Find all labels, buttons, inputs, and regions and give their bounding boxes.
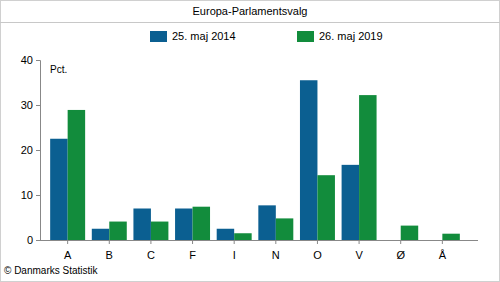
y-tick: 10 (21, 189, 40, 201)
legend-swatch (297, 31, 314, 42)
y-tick-label: 30 (21, 99, 33, 111)
y-tick-label: 0 (27, 234, 33, 246)
bar (276, 218, 293, 240)
y-tick-mark (36, 150, 40, 151)
title: Europa-Parlamentsvalg (193, 5, 308, 17)
legend-label: 25. maj 2014 (172, 30, 236, 42)
y-tick-mark (36, 60, 40, 61)
y-tick: 40 (21, 54, 40, 66)
x-tick: I (233, 240, 236, 261)
legend-label: 26. maj 2019 (319, 30, 383, 42)
x-tick-label: B (106, 249, 113, 261)
x-tick: N (272, 240, 280, 261)
y-tick: 0 (27, 234, 40, 246)
x-tick-mark (67, 240, 68, 244)
x-tick-mark (317, 240, 318, 244)
bar (68, 110, 85, 240)
y-tick: 30 (21, 99, 40, 111)
x-tick-label: N (272, 249, 280, 261)
x-tick-label: C (147, 249, 155, 261)
bar (175, 209, 192, 241)
bar (217, 229, 234, 240)
x-tick: V (355, 240, 363, 261)
bar (258, 205, 275, 240)
bar (133, 209, 150, 241)
bar (300, 80, 317, 240)
x-tick-mark (275, 240, 276, 244)
x-tick-mark (150, 240, 151, 244)
title-rule (0, 22, 500, 23)
bar (151, 222, 168, 240)
x-tick: Ø (396, 240, 405, 261)
x-tick-label: O (313, 249, 322, 261)
chart: Europa-Parlamentsvalg 25. maj 2014 26. maj… (0, 0, 500, 282)
bar (109, 222, 126, 240)
x-tick-mark (234, 240, 235, 244)
bar (359, 95, 376, 240)
x-tick-mark (109, 240, 110, 244)
bar (234, 233, 251, 240)
bar (50, 139, 67, 240)
legend-swatch (150, 31, 167, 42)
x-tick-label: Å (439, 249, 447, 261)
x-tick-mark (442, 240, 443, 244)
bar (342, 165, 359, 240)
bar (401, 226, 418, 240)
x-tick-label: A (64, 249, 72, 261)
x-tick-label: F (189, 249, 196, 261)
y-tick-label: 20 (21, 144, 33, 156)
x-tick-mark (192, 240, 193, 244)
y-tick: 20 (21, 144, 40, 156)
bar (317, 175, 334, 240)
y-axis-line (36, 61, 41, 241)
x-tick-label: V (355, 249, 363, 261)
x-tick: O (313, 240, 322, 261)
x-tick-mark (359, 240, 360, 244)
frame (1, 1, 500, 282)
bar (442, 234, 459, 240)
x-tick-mark (400, 240, 401, 244)
x-tick: B (106, 240, 113, 261)
x-tick: Å (439, 240, 447, 261)
bar (92, 229, 109, 240)
y-tick-mark (36, 195, 40, 196)
x-tick-label: Ø (396, 249, 405, 261)
plot (50, 80, 460, 240)
x-tick: C (147, 240, 155, 261)
y-axis: 0 10 20 30 40 (21, 54, 41, 246)
y-axis-title: Pct. (50, 64, 67, 75)
y-tick-mark (36, 105, 40, 106)
legend: 25. maj 2014 26. maj 2019 (150, 30, 383, 42)
x-tick: F (189, 240, 196, 261)
y-tick-label: 10 (21, 189, 33, 201)
source-note: © Danmarks Statistik (4, 265, 99, 276)
x-axis: ABCFINOVØÅ (40, 240, 478, 261)
x-tick-label: I (233, 249, 236, 261)
y-tick-mark (36, 240, 40, 241)
bar (193, 207, 210, 240)
y-tick-label: 40 (21, 54, 33, 66)
x-tick: A (64, 240, 72, 261)
x-axis-line (40, 240, 478, 241)
